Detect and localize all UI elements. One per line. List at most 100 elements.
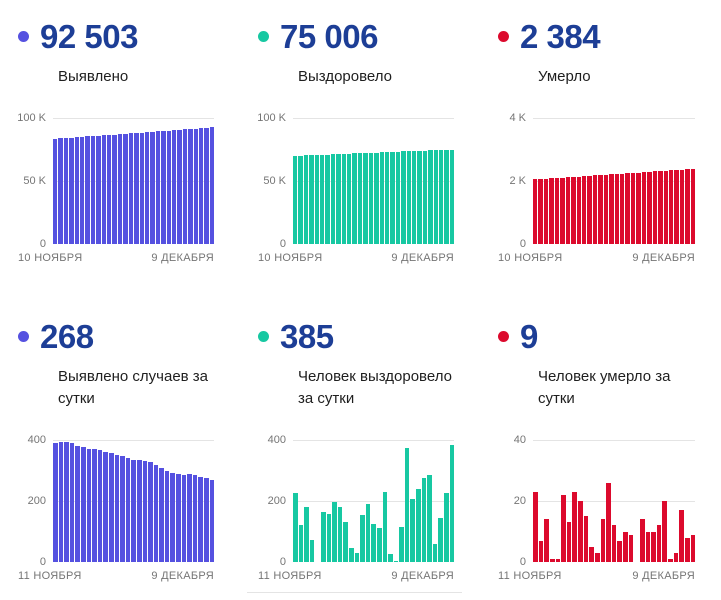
bar[interactable] bbox=[347, 153, 352, 244]
bar[interactable] bbox=[555, 558, 561, 562]
bar[interactable] bbox=[395, 151, 401, 244]
bar[interactable] bbox=[53, 443, 58, 562]
bar[interactable] bbox=[371, 523, 376, 562]
bar[interactable] bbox=[578, 501, 583, 562]
bar[interactable] bbox=[325, 154, 330, 244]
bar[interactable] bbox=[74, 137, 80, 244]
bar[interactable] bbox=[614, 173, 619, 244]
bar[interactable] bbox=[376, 528, 382, 562]
bar[interactable] bbox=[603, 174, 609, 244]
bar[interactable] bbox=[449, 149, 455, 244]
bar[interactable] bbox=[107, 134, 112, 244]
bar[interactable] bbox=[379, 152, 384, 244]
bar[interactable] bbox=[544, 519, 549, 562]
bar[interactable] bbox=[363, 152, 368, 244]
bar[interactable] bbox=[609, 174, 614, 244]
bar[interactable] bbox=[326, 513, 332, 562]
bar[interactable] bbox=[598, 175, 603, 244]
bar[interactable] bbox=[566, 522, 572, 562]
bar[interactable] bbox=[651, 531, 656, 562]
bar[interactable] bbox=[148, 462, 153, 562]
bar[interactable] bbox=[164, 471, 170, 562]
bar[interactable] bbox=[159, 468, 164, 562]
bar[interactable] bbox=[668, 558, 673, 562]
bar[interactable] bbox=[421, 478, 427, 562]
bar[interactable] bbox=[125, 458, 131, 562]
bar[interactable] bbox=[150, 131, 155, 244]
bar[interactable] bbox=[114, 454, 120, 562]
bar[interactable] bbox=[320, 512, 326, 562]
bar[interactable] bbox=[411, 151, 417, 244]
bar[interactable] bbox=[198, 128, 204, 244]
bar[interactable] bbox=[69, 443, 75, 562]
bar[interactable] bbox=[641, 172, 647, 244]
bar[interactable] bbox=[587, 175, 592, 244]
bar[interactable] bbox=[131, 459, 136, 562]
bar[interactable] bbox=[449, 444, 455, 562]
bar[interactable] bbox=[560, 177, 565, 244]
bar[interactable] bbox=[628, 534, 634, 562]
bar[interactable] bbox=[432, 543, 438, 562]
bar[interactable] bbox=[337, 506, 343, 562]
bar[interactable] bbox=[565, 177, 571, 244]
bar[interactable] bbox=[298, 525, 304, 562]
bar[interactable] bbox=[427, 475, 432, 562]
bar[interactable] bbox=[144, 132, 150, 244]
bar[interactable] bbox=[90, 136, 96, 244]
bar[interactable] bbox=[549, 178, 554, 244]
bar[interactable] bbox=[623, 531, 628, 562]
bar[interactable] bbox=[209, 127, 215, 244]
bar[interactable] bbox=[204, 127, 209, 244]
bar[interactable] bbox=[652, 171, 658, 244]
bar[interactable] bbox=[422, 150, 428, 244]
bar[interactable] bbox=[58, 138, 63, 244]
bar[interactable] bbox=[304, 507, 309, 562]
bar[interactable] bbox=[662, 501, 667, 562]
bar[interactable] bbox=[357, 153, 363, 244]
bar[interactable] bbox=[417, 150, 422, 244]
bar[interactable] bbox=[406, 151, 411, 244]
bar[interactable] bbox=[554, 177, 560, 244]
bar[interactable] bbox=[209, 480, 215, 562]
bar[interactable] bbox=[438, 517, 444, 562]
bar[interactable] bbox=[176, 474, 181, 562]
bar[interactable] bbox=[581, 176, 587, 244]
bar[interactable] bbox=[620, 173, 625, 244]
bar[interactable] bbox=[155, 131, 161, 244]
bar[interactable] bbox=[543, 178, 549, 244]
bar[interactable] bbox=[188, 129, 193, 244]
bar[interactable] bbox=[85, 136, 90, 244]
bar[interactable] bbox=[438, 149, 444, 244]
bar[interactable] bbox=[374, 152, 379, 244]
bar[interactable] bbox=[120, 456, 125, 562]
bar[interactable] bbox=[538, 540, 544, 562]
bar[interactable] bbox=[320, 154, 325, 244]
bar[interactable] bbox=[592, 175, 598, 244]
bar[interactable] bbox=[679, 510, 684, 562]
bar[interactable] bbox=[444, 149, 449, 244]
bar[interactable] bbox=[298, 155, 303, 244]
bar[interactable] bbox=[69, 137, 74, 244]
bar[interactable] bbox=[63, 138, 69, 244]
bar[interactable] bbox=[365, 504, 371, 562]
bar[interactable] bbox=[561, 494, 566, 562]
bar[interactable] bbox=[684, 537, 690, 562]
bar[interactable] bbox=[128, 133, 134, 244]
bar[interactable] bbox=[198, 476, 204, 562]
bar[interactable] bbox=[96, 135, 101, 244]
bar[interactable] bbox=[583, 516, 589, 562]
bar[interactable] bbox=[97, 450, 103, 562]
bar[interactable] bbox=[293, 493, 298, 562]
bar[interactable] bbox=[617, 540, 622, 562]
bar[interactable] bbox=[166, 130, 171, 244]
bar[interactable] bbox=[673, 552, 679, 562]
bar[interactable] bbox=[658, 171, 663, 244]
bar[interactable] bbox=[399, 526, 404, 562]
bar[interactable] bbox=[690, 534, 696, 562]
bar[interactable] bbox=[690, 168, 696, 244]
bar[interactable] bbox=[142, 461, 148, 562]
bar[interactable] bbox=[384, 152, 390, 244]
bar[interactable] bbox=[182, 129, 188, 244]
bar[interactable] bbox=[330, 154, 336, 244]
bar[interactable] bbox=[625, 173, 630, 244]
